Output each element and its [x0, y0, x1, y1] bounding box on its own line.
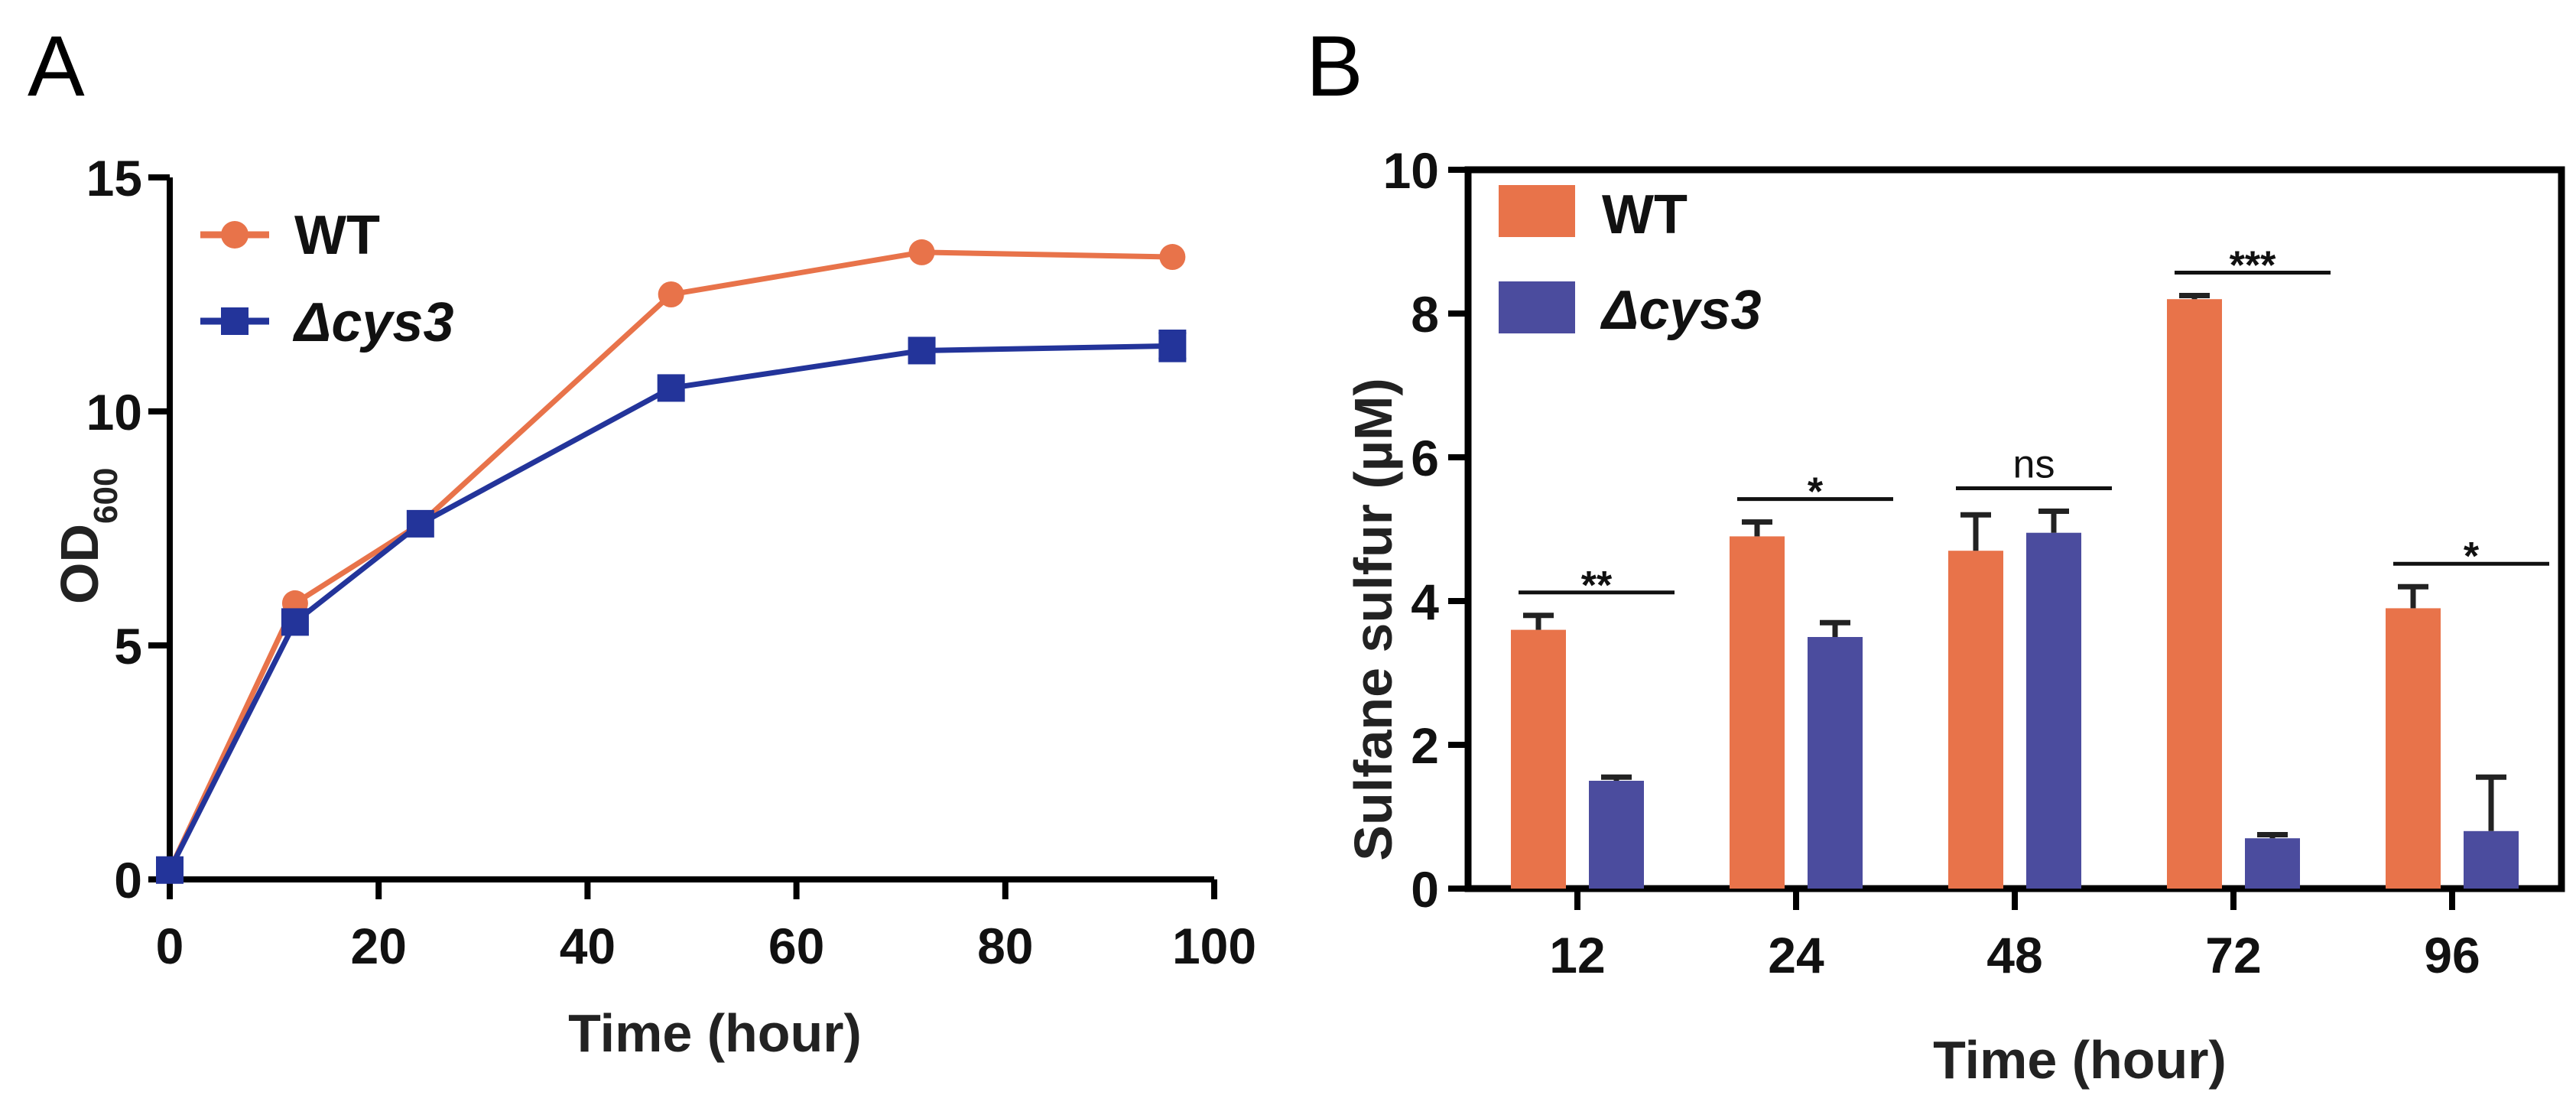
panel-b-bar-wt	[1511, 629, 1566, 889]
panel-b-x-tick-label: 72	[2205, 927, 2261, 983]
panel-a-y-tick-label: 10	[86, 384, 142, 440]
panel-b-y-tick-label: 8	[1411, 286, 1439, 343]
panel-a-point-wt	[658, 281, 684, 307]
panel-b-x-tick-label: 96	[2424, 927, 2480, 983]
panel-a-y-tick-label: 15	[86, 150, 142, 206]
panel-b-significance-label: ***	[2230, 244, 2276, 288]
panel-a-x-tick-label: 0	[156, 918, 184, 974]
panel-b-letter: B	[1306, 18, 1363, 114]
panel-b-bar-wt	[1730, 536, 1785, 889]
panel-a-point-cys3	[908, 336, 936, 365]
panel-b-bar-cys3	[1589, 781, 1644, 889]
panel-a-point-cys3	[1158, 332, 1187, 360]
panel-b-bar-cys3	[2464, 830, 2519, 889]
panel-a-axes: 0 5 10 15 0 20 40 60 80 100	[86, 150, 1256, 974]
legend-cys3-label: Δcys3	[292, 292, 454, 353]
panel-a-x-tick-label: 100	[1172, 918, 1256, 974]
panel-b-bar-wt	[2386, 608, 2441, 889]
panel-b-ylabel: Sulfane sulfur (µM)	[1343, 378, 1403, 860]
panel-a-series-line	[167, 249, 1173, 872]
panel-a-x-tick-label: 40	[560, 918, 616, 974]
panel-b-legend: WT Δcys3	[1499, 184, 1762, 341]
panel-b-xlabel: Time (hour)	[1933, 1030, 2227, 1090]
panel-a-y-tick-label: 5	[114, 618, 142, 674]
legend-cys3-marker	[221, 307, 249, 335]
panel-a-x-tick-label: 80	[977, 918, 1033, 974]
panel-b-y-tick-label: 0	[1411, 861, 1439, 918]
panel-b-bar-cys3	[1808, 637, 1863, 889]
panel-b-y-tick-label: 6	[1411, 430, 1439, 486]
panel-b-significance-label: *	[1808, 470, 1824, 515]
panel-a-series-line	[167, 343, 1173, 872]
panel-a-x-tick-label: 60	[768, 918, 824, 974]
panel-a-y-tick-label: 0	[114, 852, 142, 908]
panel-a-point-wt	[1159, 244, 1186, 271]
panel-a-ylabel: OD600	[50, 468, 125, 604]
legend-wt-swatch	[1499, 185, 1575, 237]
legend-cys3-label: Δcys3	[1600, 280, 1762, 341]
panel-a-point-cys3	[406, 509, 434, 538]
panel-a-xlabel: Time (hour)	[568, 1003, 862, 1063]
legend-cys3-swatch	[1499, 281, 1575, 333]
panel-b-x-tick-label: 48	[1986, 927, 2042, 983]
panel-b-bar-wt	[2167, 299, 2222, 889]
panel-b-x-tick-label: 24	[1768, 927, 1824, 983]
panel-a-point-cys3	[156, 856, 184, 884]
panel-b-bars	[1511, 293, 2519, 889]
panel-b-bar-cys3	[2245, 838, 2300, 889]
panel-b-significance-label: *	[2464, 535, 2480, 579]
panel-b-bar-wt	[1948, 551, 2003, 889]
panel-a-point-cys3	[657, 374, 685, 402]
panel-a-series	[156, 239, 1187, 884]
legend-wt-label: WT	[1602, 184, 1688, 245]
panel-b-y-tick-label: 2	[1411, 717, 1439, 774]
panel-a-letter: A	[28, 18, 85, 114]
legend-wt-label: WT	[294, 205, 380, 266]
panel-a-point-cys3	[281, 608, 309, 636]
panel-b-y-tick-label: 10	[1383, 142, 1439, 199]
panel-b-significance-label: ns	[2013, 443, 2055, 487]
panel-b-y-tick-label: 4	[1411, 574, 1439, 630]
panel-b-bar-cys3	[2026, 532, 2081, 889]
panel-a-point-wt	[908, 239, 935, 265]
legend-wt-marker	[221, 221, 249, 249]
panel-a-legend: WT Δcys3	[200, 205, 454, 353]
panel-a-x-tick-label: 20	[350, 918, 406, 974]
panel-b-significance: ***ns****	[1519, 244, 2549, 608]
panel-b-x-tick-label: 12	[1549, 927, 1605, 983]
panel-b-significance-label: **	[1581, 564, 1613, 608]
panel-a-line-chart: A 0 5 10 15 0 20 40 60 80 100 OD600 Time (hour) W…	[28, 18, 1256, 1063]
